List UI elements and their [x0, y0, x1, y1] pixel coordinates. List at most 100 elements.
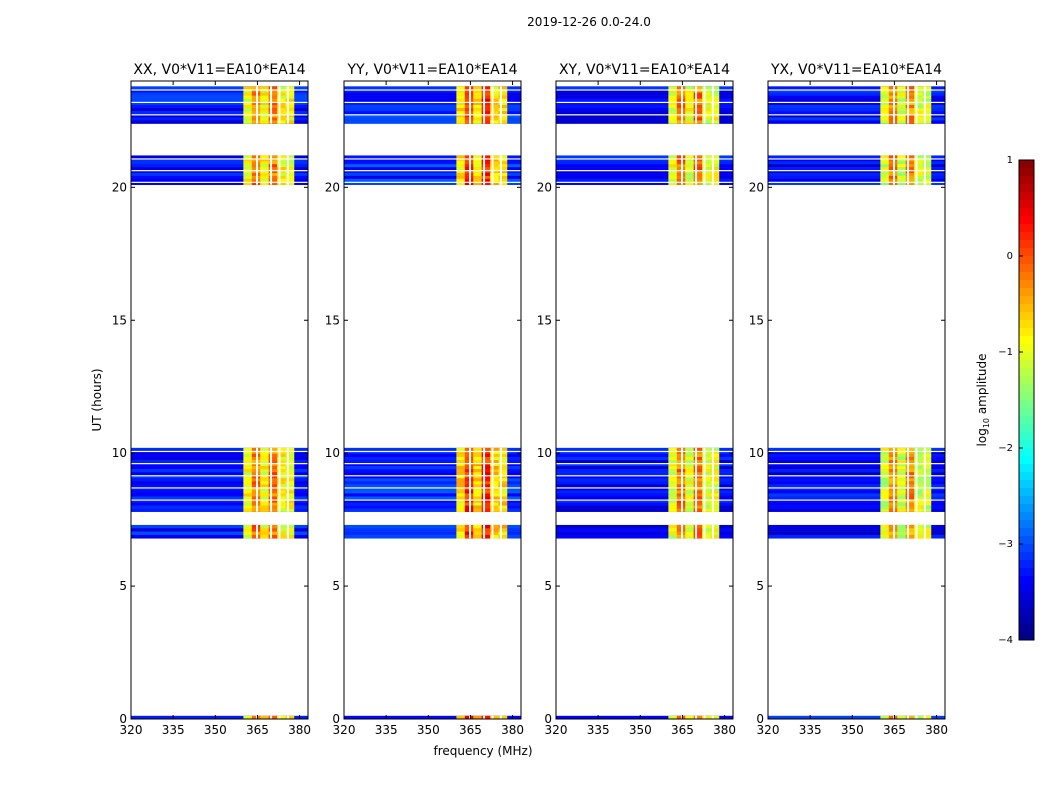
band-cell: [905, 508, 915, 512]
band-cell: [268, 478, 278, 482]
colorbar-label-tail: amplitude: [975, 354, 989, 418]
band-cell: [922, 460, 932, 464]
band-cell: [268, 164, 278, 168]
flagged-channel: [923, 447, 926, 512]
band-cell: [880, 117, 890, 121]
band-cell: [685, 528, 694, 532]
spectrum-row: [556, 114, 733, 118]
band-cell: [668, 466, 678, 470]
band-cell: [481, 155, 491, 159]
band-cell: [456, 496, 466, 500]
panel: XY, V0*V11=EA10*EA14 320 335 350 365 380 0 5 10 1…: [537, 62, 736, 737]
colorbar-segment: [1019, 600, 1034, 609]
band-cell: [481, 534, 491, 539]
y-tick-label: 5: [544, 579, 552, 593]
band-cell: [693, 502, 703, 506]
flagged-channel: [286, 524, 289, 539]
band-cell: [277, 460, 286, 464]
spectrum-row: [344, 178, 521, 183]
band-cell: [922, 178, 932, 183]
band-cell: [914, 472, 923, 476]
band-cell: [668, 108, 678, 112]
band-cell: [905, 170, 915, 174]
band-cell: [243, 175, 253, 180]
band-cell: [914, 463, 923, 467]
band-cell: [268, 534, 278, 539]
spectrum-row: [344, 92, 521, 96]
band-cell: [897, 114, 906, 118]
flagged-integration: [131, 450, 308, 453]
flagged-channel: [711, 715, 714, 719]
band-cell: [922, 89, 932, 93]
band-cell: [702, 453, 711, 458]
band-cell: [668, 98, 678, 103]
band-cell: [702, 114, 711, 118]
band-cell: [490, 101, 499, 106]
band-cell: [473, 490, 482, 494]
spectrum-row: [344, 715, 521, 720]
axes-frame: [767, 80, 946, 720]
band-cell: [456, 490, 466, 494]
band-cell: [243, 505, 253, 509]
band-cell: [685, 86, 694, 90]
band-cell: [268, 178, 278, 183]
band-cell: [481, 92, 491, 96]
band-cell: [243, 493, 253, 497]
colorbar-label-main: log: [975, 428, 989, 446]
spectrum-row: [131, 89, 308, 93]
flagged-integration: [131, 101, 308, 104]
spectrum-row: [344, 466, 521, 470]
band-cell: [498, 117, 508, 121]
band-cell: [260, 155, 269, 159]
band-cell: [277, 167, 286, 171]
band-cell: [685, 450, 694, 455]
axes-frame: [130, 80, 309, 720]
band-cell: [473, 155, 482, 159]
band-cell: [481, 493, 491, 497]
band-cell: [905, 98, 915, 103]
spectrum-row: [556, 98, 733, 103]
band-cell: [897, 505, 906, 509]
band-cell: [243, 178, 253, 183]
band-cell: [668, 484, 678, 488]
band-cell: [914, 175, 923, 180]
band-cell: [914, 715, 923, 720]
flagged-integration: [768, 114, 945, 116]
band-cell: [702, 463, 711, 467]
band-cell: [456, 117, 466, 121]
band-cell: [268, 481, 278, 485]
band-cell: [897, 460, 906, 464]
band-cell: [498, 478, 508, 482]
band-cell: [922, 175, 932, 180]
band-cell: [685, 170, 694, 174]
band-cell: [277, 181, 286, 185]
spectrum-row: [768, 167, 945, 171]
band-cell: [268, 487, 278, 491]
spectrum-row: [131, 490, 308, 494]
band-cell: [685, 499, 694, 503]
band-cell: [905, 453, 915, 458]
band-cell: [243, 481, 253, 485]
band-cell: [498, 164, 508, 168]
band-cell: [914, 534, 923, 539]
band-cell: [693, 481, 703, 485]
band-cell: [905, 92, 915, 96]
band-cell: [922, 534, 932, 539]
band-cell: [702, 120, 711, 124]
colorbar-frame: [1018, 159, 1035, 641]
colorbar-segment: [1019, 320, 1034, 329]
band-cell: [490, 456, 499, 461]
band-cell: [456, 101, 466, 106]
colorbar-segment: [1019, 336, 1034, 345]
band-cell: [702, 475, 711, 479]
band-cell: [277, 534, 286, 539]
spectrum-row: [344, 493, 521, 497]
band-cell: [922, 502, 932, 506]
band-cell: [922, 98, 932, 103]
band-cell: [922, 104, 932, 109]
band-cell: [668, 534, 678, 539]
band-cell: [277, 490, 286, 494]
band-cell: [693, 104, 703, 109]
band-cell: [702, 502, 711, 506]
band-cell: [880, 534, 890, 539]
